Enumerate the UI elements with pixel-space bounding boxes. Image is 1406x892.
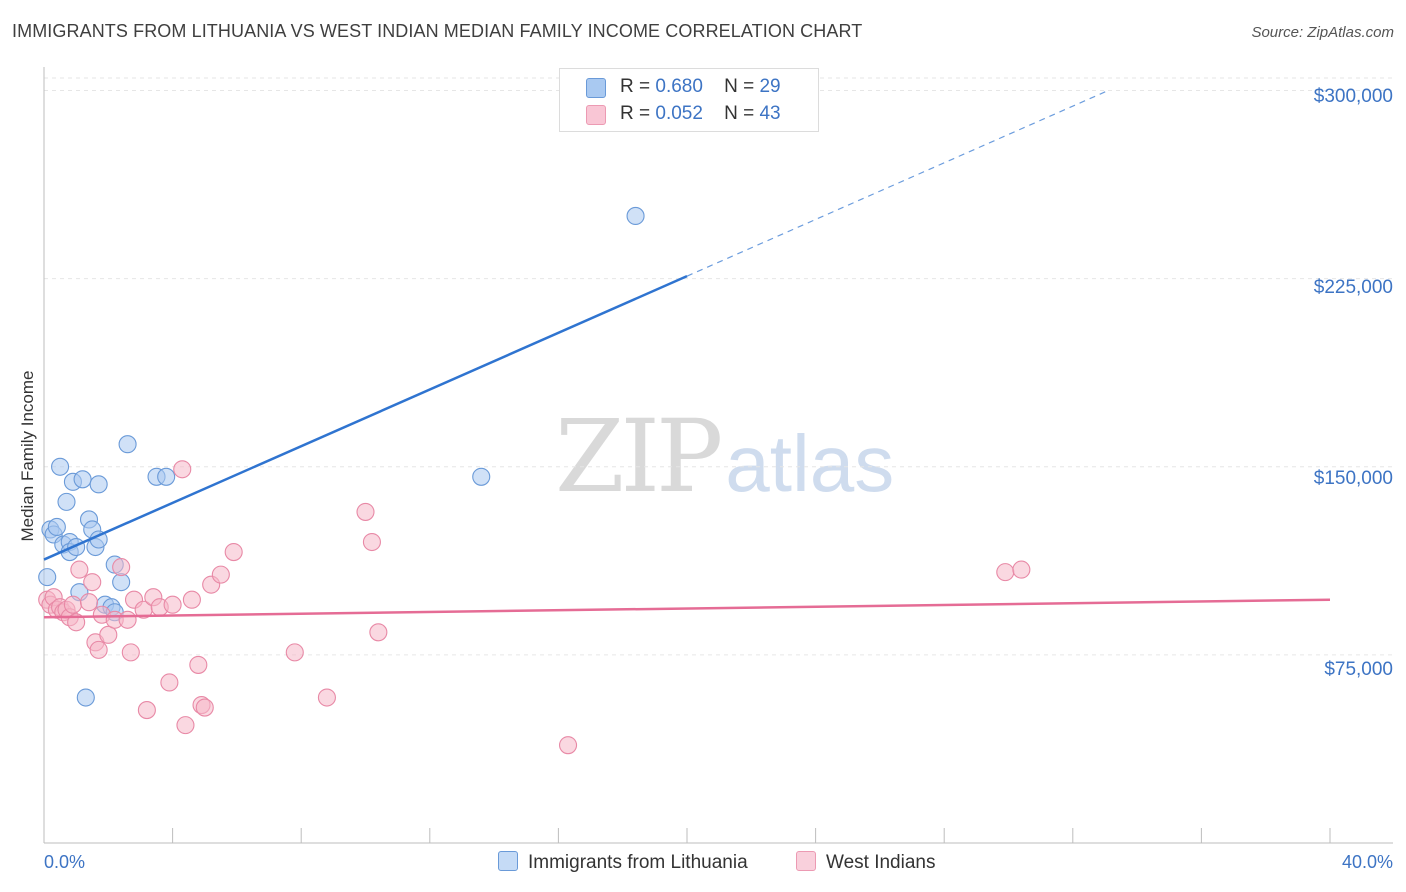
west-indians-point	[89, 640, 108, 659]
west-indians-point	[317, 688, 336, 707]
west-indians-point	[369, 623, 388, 642]
west-indians-point	[173, 460, 192, 479]
correlation-legend: R = 0.680 N = 29 R = 0.052 N = 43	[559, 68, 819, 132]
west-indians-point	[137, 701, 156, 720]
lithuania-point	[76, 688, 95, 707]
legend-n-value: 43	[759, 103, 781, 124]
legend-swatch-blue	[586, 78, 606, 98]
west-indians-point	[99, 625, 118, 644]
west-indians-trend-line	[43, 598, 1331, 619]
source-label: Source: ZipAtlas.com	[1251, 24, 1394, 41]
west-indians-point	[211, 565, 230, 584]
lithuania-point	[118, 435, 137, 454]
west-indians-point	[224, 542, 243, 562]
west-indians-point	[63, 595, 82, 614]
watermark-zip: ZIP	[555, 398, 723, 515]
y-tick-label: $75,000	[1324, 659, 1393, 680]
west-indians-point	[356, 502, 375, 521]
legend-n-label: N =	[724, 103, 755, 124]
west-indians-point	[996, 563, 1015, 582]
lithuania-point	[626, 206, 645, 226]
west-indians-point	[160, 673, 179, 692]
lithuania-point	[57, 492, 76, 511]
legend-n-value: 29	[759, 76, 781, 97]
legend-r-label: R =	[620, 76, 651, 97]
lithuania-point	[73, 470, 92, 489]
west-indians-point	[121, 643, 140, 662]
y-tick-label: $150,000	[1313, 468, 1393, 489]
lithuania-trend-line	[43, 275, 688, 561]
legend-r-value: 0.052	[655, 103, 703, 124]
west-indians-point	[189, 655, 208, 674]
watermark-atlas: atlas	[725, 419, 895, 508]
y-tick-label: $300,000	[1313, 86, 1393, 107]
lithuania-point	[89, 475, 108, 494]
y-axis-label: Median Family Income	[18, 370, 37, 542]
y-tick-label: $225,000	[1313, 277, 1393, 298]
west-indians-point	[195, 698, 214, 717]
chart-title: IMMIGRANTS FROM LITHUANIA VS WEST INDIAN…	[12, 21, 863, 41]
west-indians-point	[1012, 560, 1031, 579]
west-indians-point	[558, 736, 578, 755]
west-indians-point	[79, 593, 99, 612]
west-indians-point	[112, 558, 131, 577]
legend-swatch-pink	[586, 105, 606, 125]
lithuania-point	[472, 467, 491, 486]
west-indians-point	[182, 590, 201, 609]
west-indians-point	[362, 532, 381, 552]
lithuania-point	[47, 517, 66, 537]
west-indians-point	[118, 610, 137, 629]
legend-r-label: R =	[620, 103, 651, 124]
west-indians-point	[176, 716, 195, 735]
lithuania-point	[157, 467, 176, 486]
west-indians-point	[163, 595, 182, 614]
bottom-legend-swatch-blue	[498, 851, 518, 871]
west-indians-point	[285, 643, 304, 662]
west-indians-point	[83, 573, 102, 592]
lithuania-point	[51, 457, 70, 476]
legend-n-label: N =	[724, 76, 755, 97]
zipatlas-watermark: ZIPatlas	[555, 398, 894, 515]
x-tick-label-min: 0.0%	[44, 852, 86, 872]
bottom-legend-label: West Indians	[826, 852, 936, 873]
west-indians-point	[70, 560, 89, 579]
lithuania-point	[112, 573, 131, 592]
legend-r-value: 0.680	[655, 76, 703, 97]
bottom-legend-west-indians: West Indians	[796, 851, 935, 874]
x-tick-label-max: 40.0%	[1341, 852, 1393, 872]
bottom-legend-swatch-pink	[796, 851, 816, 871]
lithuania-point	[38, 568, 57, 587]
bottom-legend-lithuania: Immigrants from Lithuania	[498, 851, 748, 874]
bottom-legend-label: Immigrants from Lithuania	[528, 852, 748, 873]
